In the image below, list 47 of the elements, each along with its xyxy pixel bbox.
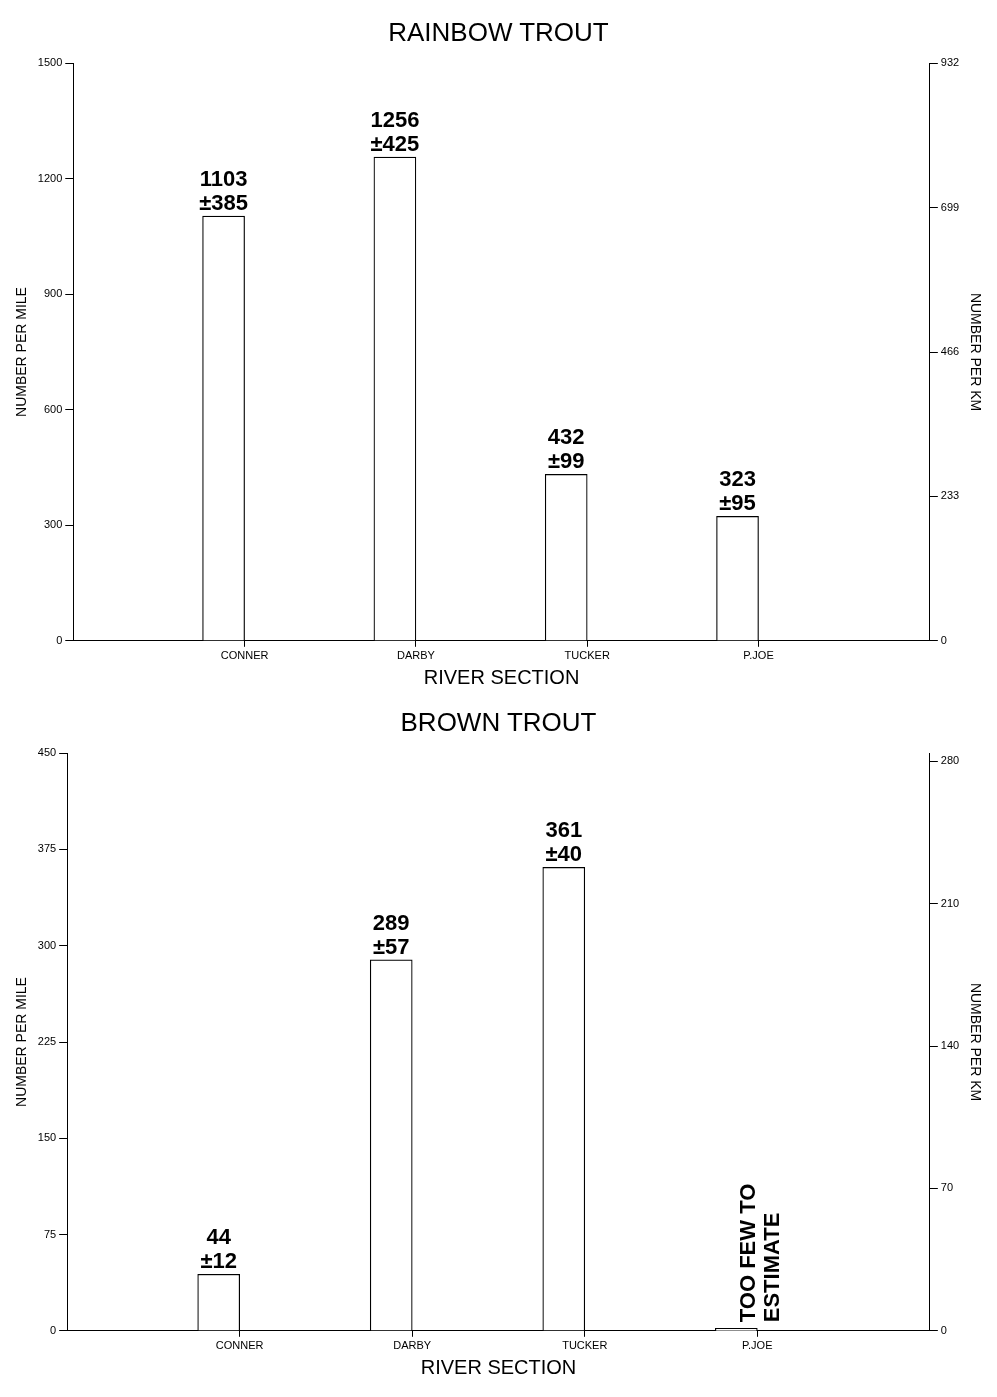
y2-tick-label: 233 [940,489,960,502]
chart-title: BROWN TROUT [400,706,597,737]
y2-tick-label: 466 [940,345,960,358]
x-tick-label: CONNER [220,649,269,662]
y2-tick-label: 699 [940,200,960,213]
data-label: 361 ±40 [545,817,583,867]
y-tick-label: 0 [56,633,63,646]
y-axis-title: NUMBER PER MILE [13,977,30,1107]
y-tick-label: 375 [37,842,57,855]
y2-tick-label: 280 [940,754,960,767]
y-tick-label: 1500 [37,56,63,69]
y-tick-label: 75 [43,1227,57,1240]
y-tick-label: 1200 [37,171,63,184]
y-tick-label: 300 [43,518,63,531]
y2-tick-label: 70 [940,1181,954,1194]
data-label: 44 ±12 [200,1224,237,1274]
y-tick-label: 900 [43,287,63,300]
data-label: 1256 ±425 [370,107,420,157]
x-tick-label: DARBY [393,1339,432,1352]
data-label: 323 ±95 [719,466,756,516]
annotation: TOO FEW TO ESTIMATE [735,1183,785,1323]
x-tick-label: DARBY [396,649,436,662]
y-axis-title: NUMBER PER MILE [13,287,30,417]
y2-tick-label: 210 [940,896,960,909]
x-tick-label: CONNER [215,1339,264,1352]
y2-tick-label: 932 [940,56,960,69]
y-tick-label: 450 [37,746,57,759]
y2-tick-label: 0 [940,1323,947,1336]
y-tick-label: 225 [37,1035,57,1048]
x-axis-title: RIVER SECTION [420,1355,577,1378]
data-label: 1103 ±385 [199,166,248,216]
y-tick-label: 150 [37,1131,57,1144]
y-tick-label: 300 [37,938,57,951]
y-tick-label: 0 [50,1323,57,1336]
chart-title: RAINBOW TROUT [388,16,609,47]
data-label: 432 ±99 [547,424,585,474]
x-tick-label: TUCKER [562,1339,608,1352]
y2-axis-title: NUMBER PER KM [967,982,984,1102]
x-axis-title: RIVER SECTION [423,665,580,688]
x-tick-label: P.JOE [742,1339,773,1352]
x-tick-label: P.JOE [743,649,774,662]
y-tick-label: 600 [43,402,63,415]
y2-axis-title: NUMBER PER KM [967,292,984,412]
y2-tick-label: 0 [940,633,947,646]
x-tick-label: TUCKER [564,649,610,662]
y2-tick-label: 140 [940,1039,960,1052]
data-label: 289 ±57 [372,909,410,959]
